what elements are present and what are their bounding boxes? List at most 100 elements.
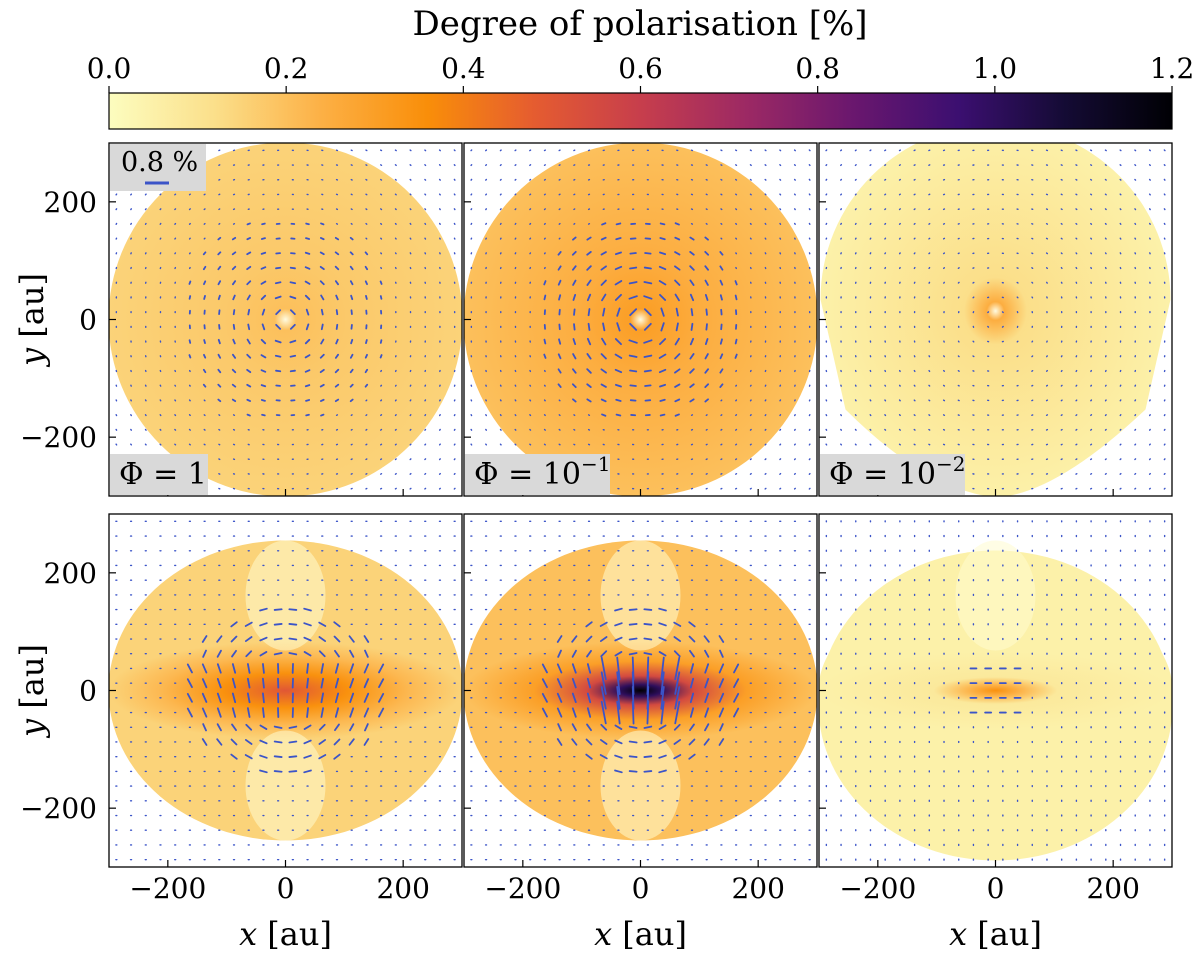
vector-mark bbox=[600, 671, 607, 695]
vector-mark bbox=[231, 251, 237, 256]
vector-mark bbox=[614, 739, 623, 745]
vector-mark bbox=[793, 208, 796, 211]
vector-mark bbox=[557, 723, 562, 732]
vector-mark bbox=[231, 383, 237, 388]
vector-mark bbox=[779, 443, 782, 446]
vector-mark bbox=[409, 487, 412, 490]
vector-mark bbox=[1031, 370, 1034, 372]
vector-mark bbox=[188, 428, 191, 431]
vector-mark bbox=[600, 700, 607, 725]
vector-mark bbox=[514, 443, 517, 446]
vector-mark bbox=[438, 208, 441, 211]
vector-mark bbox=[174, 428, 177, 431]
vector-mark bbox=[216, 635, 223, 643]
vector-mark bbox=[674, 686, 681, 710]
vector-mark bbox=[854, 149, 857, 152]
vector-mark bbox=[1163, 487, 1166, 490]
vector-mark bbox=[928, 414, 931, 417]
x-tick-label: 0 bbox=[987, 872, 1005, 905]
vector-mark bbox=[514, 428, 517, 431]
vector-mark bbox=[764, 487, 767, 490]
vector-mark bbox=[689, 677, 695, 689]
vector-mark bbox=[334, 368, 340, 374]
vector-mark bbox=[600, 279, 607, 286]
vector-mark bbox=[673, 636, 682, 642]
vector-mark bbox=[424, 443, 427, 446]
vector-mark bbox=[499, 164, 502, 167]
vector-mark bbox=[529, 414, 532, 417]
vector-mark bbox=[586, 353, 592, 360]
vector-mark bbox=[144, 414, 147, 417]
vector-mark bbox=[614, 607, 623, 612]
vector-mark bbox=[394, 164, 397, 167]
vector-mark bbox=[334, 663, 340, 674]
vector-mark bbox=[543, 443, 546, 446]
vector-mark bbox=[424, 428, 427, 431]
vector-mark bbox=[273, 637, 283, 641]
vector-mark bbox=[320, 413, 325, 417]
vector-mark bbox=[320, 294, 325, 301]
vector-mark bbox=[673, 723, 681, 731]
vector-mark bbox=[320, 222, 325, 226]
vector-mark bbox=[689, 707, 695, 718]
vector-mark bbox=[188, 295, 192, 300]
vector-mark bbox=[659, 222, 666, 226]
vector-mark bbox=[898, 208, 901, 211]
vector-mark bbox=[349, 649, 355, 658]
vector-mark bbox=[274, 354, 282, 358]
vector-mark bbox=[186, 692, 193, 703]
vector-mark bbox=[485, 193, 488, 196]
vector-mark bbox=[628, 637, 638, 641]
vector-mark bbox=[556, 678, 563, 689]
vector-mark bbox=[628, 339, 638, 344]
vector-mark bbox=[335, 309, 339, 316]
vector-mark bbox=[674, 368, 681, 374]
vector-mark bbox=[1060, 237, 1063, 240]
vector-mark bbox=[643, 652, 653, 656]
vector-mark bbox=[438, 487, 441, 490]
vector-mark bbox=[1119, 414, 1122, 417]
vector-mark bbox=[558, 428, 561, 431]
phi-label-text: Φ = 1 bbox=[119, 457, 207, 492]
vector-mark bbox=[320, 707, 325, 718]
vector-mark bbox=[319, 398, 325, 402]
vector-mark bbox=[704, 368, 710, 374]
vector-mark bbox=[303, 739, 312, 745]
vector-mark bbox=[335, 323, 339, 330]
vector-mark bbox=[260, 280, 267, 285]
vector-mark bbox=[1119, 193, 1122, 196]
vector-mark bbox=[232, 323, 236, 330]
vector-mark bbox=[275, 369, 282, 373]
vector-mark bbox=[749, 443, 752, 446]
vector-mark bbox=[246, 707, 251, 718]
vector-mark bbox=[1134, 149, 1137, 152]
vector-mark bbox=[614, 280, 623, 286]
vector-mark bbox=[231, 663, 237, 674]
vector-mark bbox=[217, 251, 222, 256]
vector-mark bbox=[660, 322, 665, 332]
vector-mark bbox=[130, 193, 133, 196]
vector-mark bbox=[1119, 222, 1122, 225]
vector-mark bbox=[364, 723, 369, 732]
vector-mark bbox=[1104, 164, 1107, 167]
vector-mark bbox=[303, 724, 312, 730]
vector-mark bbox=[485, 208, 488, 211]
vector-mark bbox=[571, 250, 577, 256]
vector-mark bbox=[572, 236, 577, 241]
vector-mark bbox=[1104, 472, 1107, 475]
vector-mark bbox=[658, 265, 667, 271]
vector-mark bbox=[643, 770, 653, 773]
vector-mark bbox=[349, 383, 354, 388]
phi-label-box bbox=[465, 454, 610, 495]
phi-label-box bbox=[820, 454, 965, 495]
vector-mark bbox=[288, 637, 298, 641]
colorbar-tick-label: 1.2 bbox=[1150, 52, 1195, 85]
vector-mark bbox=[557, 649, 562, 658]
vector-mark bbox=[541, 707, 548, 718]
vector-mark bbox=[365, 339, 368, 345]
vector-mark bbox=[943, 281, 945, 284]
vector-mark bbox=[186, 678, 193, 689]
vector-mark bbox=[1148, 472, 1151, 475]
vector-mark bbox=[615, 222, 622, 226]
vector-mark bbox=[972, 296, 975, 299]
